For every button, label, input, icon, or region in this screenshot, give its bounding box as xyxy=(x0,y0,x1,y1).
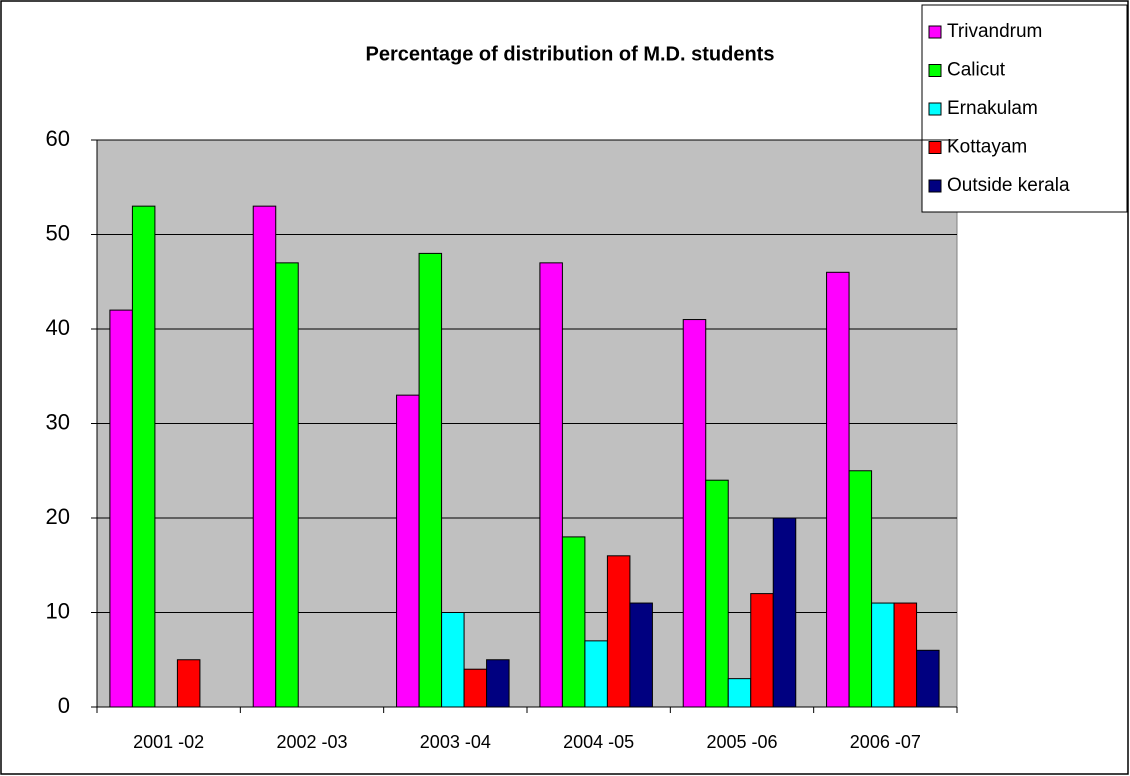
bar xyxy=(871,602,895,708)
bar xyxy=(486,659,510,708)
y-tick-label: 20 xyxy=(46,504,70,529)
x-tick-label: 2002 -03 xyxy=(276,732,347,752)
bar xyxy=(826,271,850,708)
y-tick-label: 10 xyxy=(46,598,70,623)
bar xyxy=(750,593,774,708)
bar xyxy=(252,205,277,708)
x-tick-label: 2001 -02 xyxy=(133,732,204,752)
bar xyxy=(629,602,653,708)
legend-swatch xyxy=(928,25,942,39)
bar xyxy=(109,309,133,708)
bar xyxy=(418,252,443,708)
x-tick-label: 2004 -05 xyxy=(563,732,634,752)
x-tick-label: 2005 -06 xyxy=(706,732,777,752)
legend-label: Trivandrum xyxy=(947,21,1042,42)
bar xyxy=(131,205,156,708)
y-tick-label: 60 xyxy=(46,126,70,151)
y-tick-label: 40 xyxy=(46,315,70,340)
legend-swatch xyxy=(928,64,942,77)
chart-title: Percentage of distribution of M.D. stude… xyxy=(366,43,775,65)
bar xyxy=(916,649,940,708)
bar xyxy=(682,319,707,708)
legend xyxy=(921,4,1128,213)
bar xyxy=(584,640,608,708)
bar xyxy=(705,479,729,708)
bar xyxy=(396,394,420,708)
bar xyxy=(561,536,586,708)
y-tick-label: 0 xyxy=(58,693,70,718)
legend-label: Calicut xyxy=(947,60,1006,81)
bar xyxy=(893,602,918,708)
bar xyxy=(441,612,465,708)
legend-swatch xyxy=(928,141,942,154)
legend-label: Kottayam xyxy=(947,137,1027,158)
legend-label: Ernakulam xyxy=(947,98,1038,119)
bar xyxy=(848,470,873,708)
y-tick-label: 50 xyxy=(46,220,70,245)
y-tick-label: 30 xyxy=(46,409,70,434)
bar xyxy=(727,678,752,708)
bar xyxy=(539,262,563,708)
x-tick-label: 2006 -07 xyxy=(850,732,921,752)
bar xyxy=(176,659,201,708)
bar xyxy=(606,555,631,708)
bar xyxy=(463,668,488,708)
bar xyxy=(275,262,299,708)
legend-label: Outside kerala xyxy=(947,175,1070,196)
bar xyxy=(772,517,797,708)
legend-swatch xyxy=(928,179,942,193)
legend-swatch xyxy=(928,102,942,116)
x-tick-label: 2003 -04 xyxy=(420,732,491,752)
